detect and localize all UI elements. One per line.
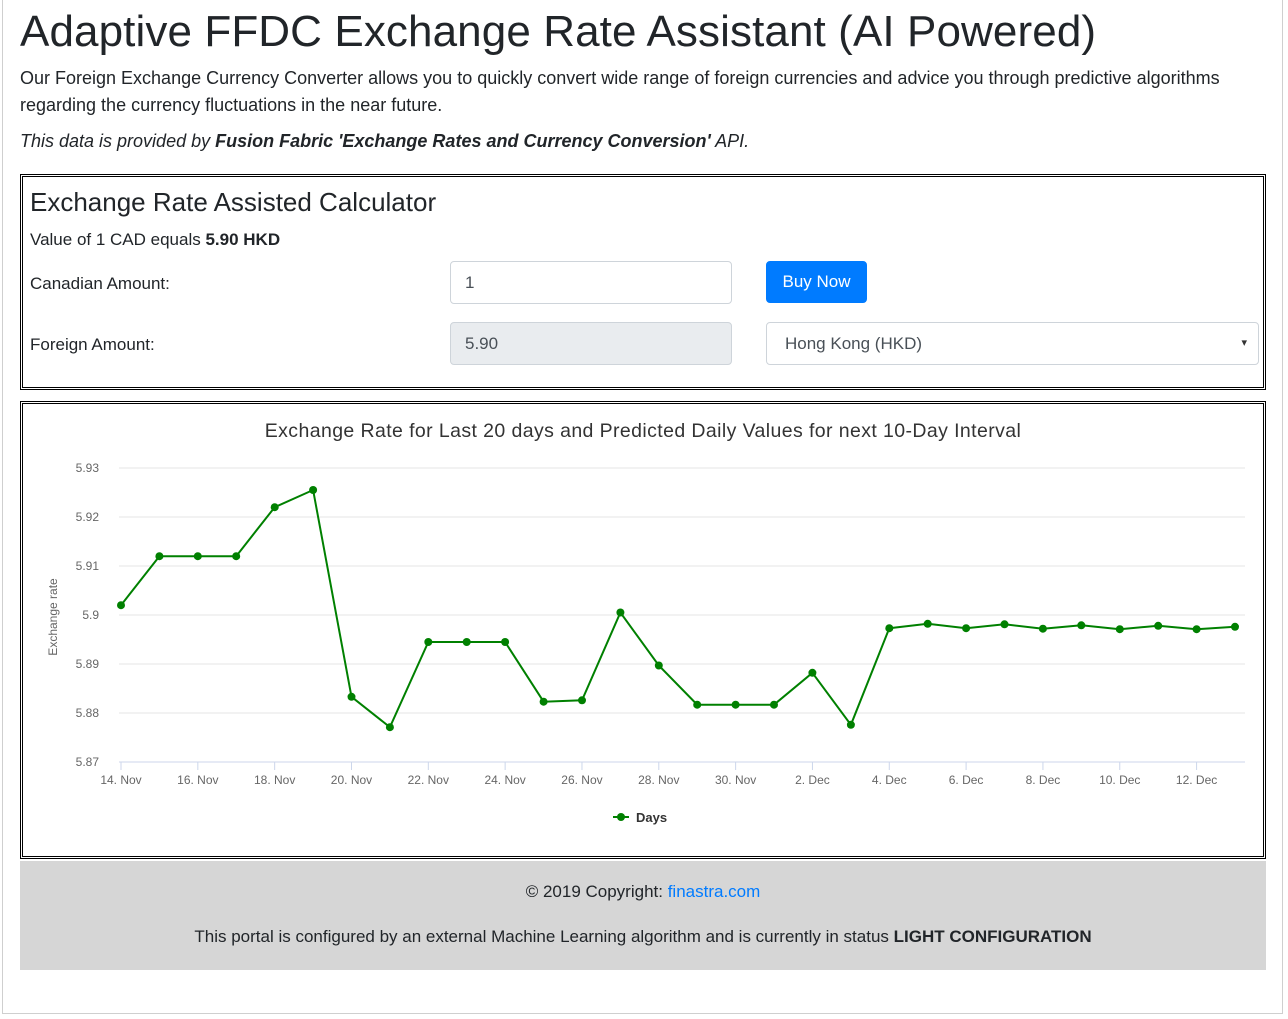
chart-panel: Exchange Rate for Last 20 days and Predi… [20,401,1266,859]
y-tick-label: 5.92 [76,510,100,524]
data-point [770,700,778,709]
source-suffix: API. [710,131,750,151]
x-tick-label: 6. Dec [949,773,984,787]
x-tick-label: 26. Nov [561,773,602,787]
status-prefix: This portal is configured by an external… [194,927,894,946]
rate-summary: Value of 1 CAD equals 5.90 HKD [30,228,280,252]
chart-title: Exchange Rate for Last 20 days and Predi… [265,420,1022,442]
copyright: © 2019 Copyright: finastra.com [20,880,1266,904]
data-point [693,700,702,709]
data-point [1154,621,1163,630]
source-name: Fusion Fabric 'Exchange Rates and Curren… [215,131,711,151]
x-axis [119,761,1245,770]
footer: © 2019 Copyright: finastra.com This port… [20,861,1266,970]
data-point [1231,622,1239,631]
x-tick-label: 20. Nov [331,773,372,787]
data-point [539,697,548,706]
chart-legend[interactable]: Days [613,810,667,825]
canadian-amount-input[interactable] [450,261,732,304]
data-source-note: This data is provided by Fusion Fabric '… [20,128,749,154]
chevron-down-icon: ▾ [1241,337,1247,349]
data-point [962,624,971,633]
data-point [1077,621,1086,630]
y-axis-label: Exchange rate [46,578,60,656]
intro-text: Our Foreign Exchange Currency Converter … [20,68,1220,115]
data-point [923,619,932,628]
y-tick-label: 5.91 [76,559,100,573]
x-tick-label: 10. Dec [1099,773,1140,787]
data-point [1115,625,1124,634]
x-tick-label: 4. Dec [872,773,907,787]
y-tick-label: 5.93 [76,461,100,475]
x-tick-label: 28. Nov [638,773,679,787]
x-tick-label: 18. Nov [254,773,295,787]
calculator-title: Exchange Rate Assisted Calculator [30,187,437,217]
foreign-amount-field [450,322,732,365]
data-point [193,552,202,561]
data-point [385,723,394,732]
data-point [347,692,356,701]
y-tick-labels: 5.87 5.88 5.89 5.9 5.91 5.92 5.93 [76,461,100,769]
y-tick-label: 5.88 [76,706,100,720]
data-point [424,638,433,646]
data-point [117,601,125,610]
canadian-amount-label: Canadian Amount: [30,274,170,293]
data-point [654,661,663,670]
buy-now-button[interactable]: Buy Now [766,261,867,303]
data-point [578,696,586,705]
series-line [120,488,1236,729]
legend-label: Days [636,810,667,825]
rate-prefix: Value of 1 CAD equals [30,230,206,249]
x-tick-label: 30. Nov [715,773,756,787]
x-tick-labels: 14. Nov 16. Nov 18. Nov 20. Nov 22. Nov 24. N… [100,773,1217,787]
rate-value: 5.90 HKD [205,230,281,249]
source-prefix: This data is provided by [20,131,216,151]
data-point [270,503,279,512]
page-title: Adaptive FFDC Exchange Rate Assistant (A… [20,7,1097,56]
series-days [117,486,1239,732]
y-tick-label: 5.87 [76,755,100,769]
data-point [462,638,471,646]
x-tick-label: 14. Nov [100,773,141,787]
y-tick-label: 5.89 [76,657,100,671]
x-tick-label: 22. Nov [408,773,449,787]
finastra-link[interactable]: finastra.com [667,882,761,901]
currency-selected-value: Hong Kong (HKD) [785,334,923,353]
data-point [1000,620,1009,629]
x-tick-label: 16. Nov [177,773,218,787]
calculator-panel: Exchange Rate Assisted Calculator Value … [20,174,1266,390]
exchange-rate-chart: Exchange Rate for Last 20 days and Predi… [46,420,1245,825]
data-point [731,700,740,709]
portal-status: This portal is configured by an external… [20,925,1266,949]
x-tick-label: 24. Nov [484,773,525,787]
status-value: LIGHT CONFIGURATION [893,927,1092,946]
x-tick-label: 8. Dec [1026,773,1061,787]
data-point [501,638,510,646]
data-point [846,720,855,729]
currency-select[interactable]: Hong Kong (HKD) ▾ [766,322,1259,365]
foreign-amount-label: Foreign Amount: [30,335,155,354]
copyright-prefix: © 2019 Copyright: [525,882,668,901]
x-tick-label: 12. Dec [1176,773,1217,787]
data-point [1038,624,1047,633]
data-point [808,668,817,677]
data-point [885,624,894,633]
y-tick-label: 5.9 [82,608,99,622]
data-point [309,486,318,494]
data-point [232,552,241,561]
data-point [1192,625,1201,634]
x-tick-label: 2. Dec [795,773,830,787]
data-point [616,608,625,617]
legend-marker [617,813,625,821]
grid-lines [119,467,1245,714]
data-point [155,552,164,561]
